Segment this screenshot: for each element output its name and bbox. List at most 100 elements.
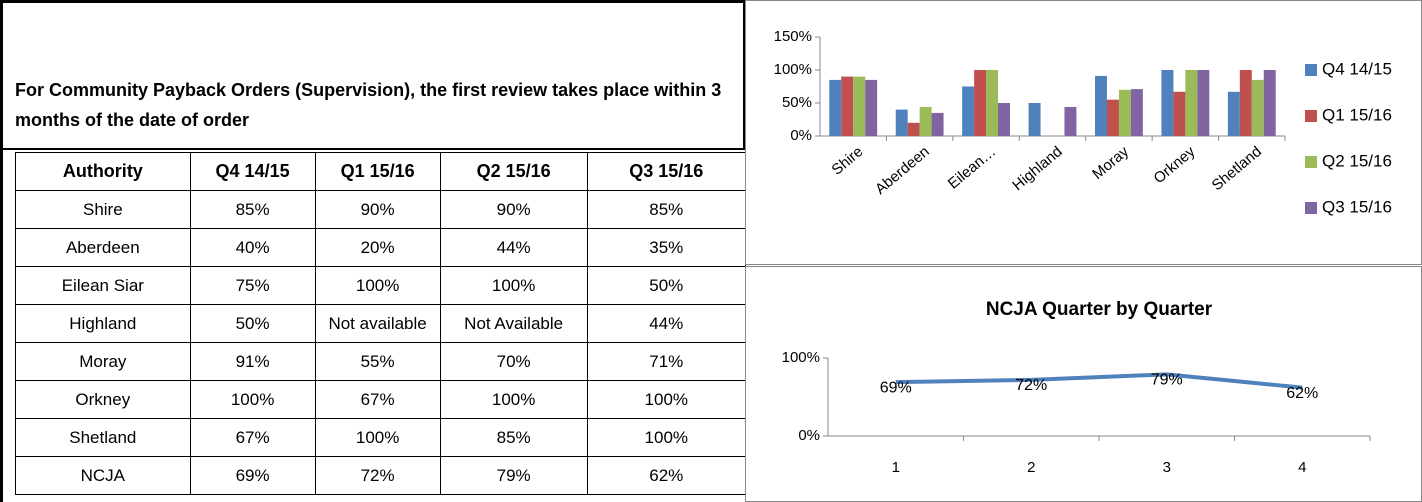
legend-swatch — [1305, 110, 1317, 122]
table-cell: 70% — [439, 342, 588, 381]
bar — [986, 70, 999, 136]
table-row: Aberdeen 40% 20% 44% 35% — [15, 228, 747, 267]
table-cell: Orkney — [15, 380, 191, 419]
table-row: Shetland 67% 100% 85% 100% — [15, 418, 747, 457]
table-cell: 79% — [439, 456, 588, 495]
table-cell: Q1 15/16 — [314, 152, 441, 191]
table-row: Orkney 100% 67% 100% 100% — [15, 380, 747, 419]
chart-title: NCJA Quarter by Quarter — [986, 299, 1213, 320]
x-tick-label: Highland — [1009, 143, 1065, 194]
table-cell: 90% — [314, 190, 441, 229]
bar — [841, 76, 854, 136]
x-tick-label: 4 — [1298, 459, 1306, 476]
bar — [1095, 75, 1107, 136]
x-tick-label: Orkney — [1151, 143, 1199, 187]
table-row: Highland 50% Not available Not Available 44% — [15, 304, 747, 343]
legend-label: Q3 15/16 — [1322, 197, 1392, 216]
charts: 0% 50% 100% 150% Shire Aberdeen Eilean… Highlan… — [745, 0, 1422, 502]
bar — [962, 86, 975, 136]
bar — [1130, 89, 1143, 136]
bar — [1251, 79, 1264, 136]
table-cell: 100% — [586, 418, 747, 457]
legend-swatch — [1305, 202, 1317, 214]
table-cell: Aberdeen — [15, 228, 191, 267]
table-row: Authority Q4 14/15 Q1 15/16 Q2 15/16 Q3 15/1… — [15, 152, 747, 191]
table-cell: 91% — [189, 342, 316, 381]
table-cell: Not Available — [439, 304, 588, 343]
data-label: 62% — [1286, 385, 1318, 402]
table-cell: 85% — [439, 418, 588, 457]
y-tick-label: 100% — [774, 61, 812, 78]
bar — [829, 79, 842, 136]
table-cell: 50% — [189, 304, 316, 343]
table-cell: Moray — [15, 342, 191, 381]
table-cell: 55% — [314, 342, 441, 381]
table-cell: 100% — [189, 380, 316, 419]
table-cell: Shire — [15, 190, 191, 229]
bar — [1106, 99, 1119, 136]
bar — [1197, 70, 1210, 136]
table-cell: 72% — [314, 456, 441, 495]
table-cell: 100% — [439, 266, 588, 305]
x-tick-label: Shetland — [1209, 143, 1265, 194]
table-cell: Q3 15/16 — [586, 152, 747, 191]
line — [895, 372, 1303, 390]
table-cell: 40% — [189, 228, 316, 267]
y-tick-label: 0% — [790, 127, 812, 144]
table-row: NCJA 69% 72% 79% 62% — [15, 456, 747, 495]
bar — [931, 112, 944, 136]
y-tick-label: 0% — [798, 427, 820, 444]
table-cell: Q4 14/15 — [189, 152, 316, 191]
data-table: Authority Q4 14/15 Q1 15/16 Q2 15/16 Q3 15/1… — [15, 152, 747, 495]
table-cell: Q2 15/16 — [439, 152, 588, 191]
table-cell: 44% — [586, 304, 747, 343]
table-cell: 75% — [189, 266, 316, 305]
y-tick-label: 150% — [774, 28, 812, 45]
bar — [1239, 70, 1252, 136]
bar — [1064, 106, 1077, 136]
bar — [1227, 91, 1240, 136]
data-label: 72% — [1015, 377, 1047, 394]
bar — [1173, 91, 1186, 136]
table-cell: 62% — [586, 456, 747, 495]
data-label: 79% — [1151, 372, 1183, 389]
data-label: 69% — [880, 379, 912, 396]
table-cell: 100% — [439, 380, 588, 419]
table-row: Eilean Siar 75% 100% 100% 50% — [15, 266, 747, 305]
table-row: Shire 85% 90% 90% 85% — [15, 190, 747, 229]
bar — [974, 70, 987, 136]
legend-label: Q4 14/15 — [1322, 59, 1392, 78]
bar — [1185, 70, 1198, 136]
table-title: For Community Payback Orders (Supervisio… — [3, 3, 745, 150]
table-cell: 90% — [439, 190, 588, 229]
bar — [1118, 89, 1131, 136]
legend-swatch — [1305, 156, 1317, 168]
table-cell: 44% — [439, 228, 588, 267]
bar — [919, 106, 932, 136]
x-tick-label: Shire — [829, 143, 867, 179]
bar — [865, 79, 878, 136]
table-cell: Eilean Siar — [15, 266, 191, 305]
y-tick-label: 100% — [782, 349, 820, 366]
table-cell: 50% — [586, 266, 747, 305]
table-row: Moray 91% 55% 70% 71% — [15, 342, 747, 381]
table-cell: 85% — [189, 190, 316, 229]
table-cell: 35% — [586, 228, 747, 267]
legend-swatch — [1305, 64, 1317, 76]
bar — [1028, 103, 1041, 136]
table-cell: 100% — [314, 266, 441, 305]
table-cell: 71% — [586, 342, 747, 381]
table-cell: NCJA — [15, 456, 191, 495]
legend-label: Q2 15/16 — [1322, 151, 1392, 170]
x-tick-label: 3 — [1163, 459, 1171, 476]
bar — [853, 76, 866, 136]
x-tick-label: Moray — [1089, 143, 1132, 183]
y-tick-label: 50% — [782, 94, 812, 111]
x-tick-label: Aberdeen — [872, 143, 933, 198]
x-tick-label: Eilean… — [945, 143, 999, 192]
bar — [907, 122, 920, 136]
bar — [895, 109, 908, 136]
table-cell: 100% — [314, 418, 441, 457]
table-cell: Shetland — [15, 418, 191, 457]
